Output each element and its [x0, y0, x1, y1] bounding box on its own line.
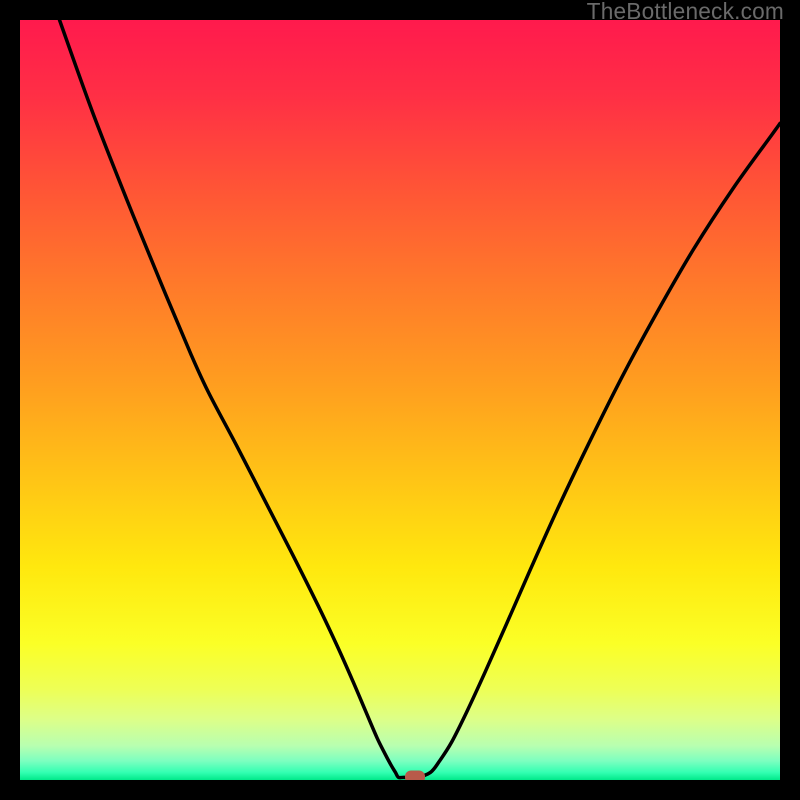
optimal-point-marker — [405, 771, 425, 780]
bottleneck-curve — [20, 20, 780, 780]
watermark-text: TheBottleneck.com — [587, 0, 784, 25]
